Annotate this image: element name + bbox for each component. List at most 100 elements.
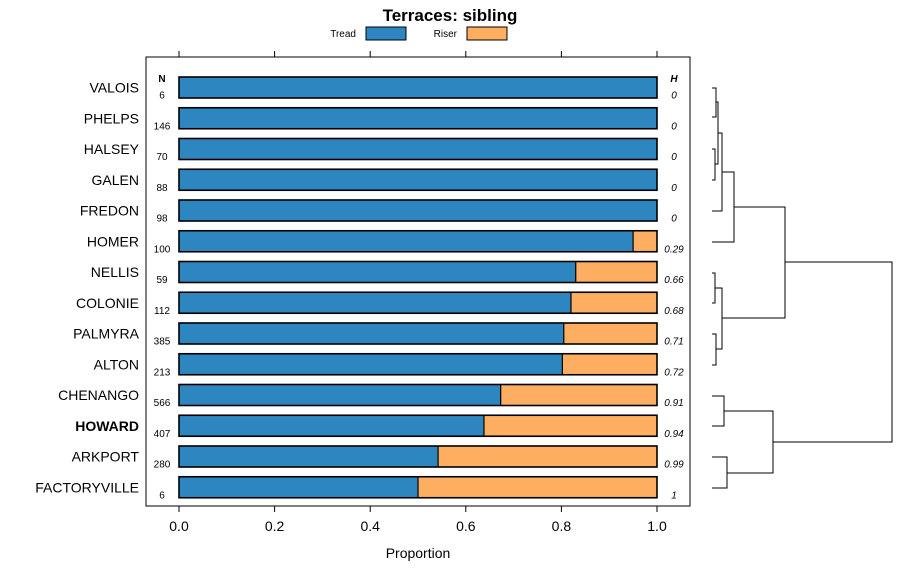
h-value: 0.94: [664, 429, 684, 440]
category-label: FACTORYVILLE: [35, 479, 139, 495]
bar-riser: [483, 415, 657, 437]
bar-riser: [575, 261, 657, 283]
bar-outline: [178, 199, 658, 222]
dendro-branch: [724, 410, 774, 474]
n-value: 70: [156, 152, 168, 163]
dendro-branch: [712, 171, 735, 243]
bar-riser: [570, 292, 657, 314]
category-label: COLONIE: [76, 295, 139, 311]
bar-outline: [178, 475, 658, 499]
bar-outline: [178, 352, 658, 376]
bar-tread: [179, 384, 501, 406]
dendro-branch: [712, 148, 716, 181]
category-label: HALSEY: [84, 141, 140, 157]
n-value: 566: [154, 398, 171, 409]
bar-tread: [179, 415, 484, 437]
n-value: 385: [154, 337, 171, 348]
category-label: HOWARD: [75, 418, 139, 434]
chart-title: Terraces: sibling: [383, 6, 518, 25]
bar-outline: [178, 76, 658, 99]
x-tick-label: 0.2: [265, 518, 285, 534]
n-value: 146: [154, 121, 171, 132]
bar-tread: [179, 169, 657, 191]
legend-label-tread: Tread: [330, 29, 356, 40]
n-value: 59: [156, 275, 168, 286]
n-value: 6: [159, 490, 165, 501]
bar-outline: [178, 229, 658, 253]
category-label: PALMYRA: [73, 326, 140, 342]
n-value: 112: [154, 306, 170, 317]
dendro-branch: [712, 272, 716, 304]
x-tick-label: 0.6: [456, 518, 476, 534]
bars: [178, 76, 658, 499]
category-label: PHELPS: [84, 110, 139, 126]
dendrogram: [712, 87, 893, 489]
category-label: ALTON: [94, 356, 139, 372]
x-tick-label: 1.0: [647, 518, 667, 534]
dendro-branch: [722, 206, 786, 319]
bar-riser: [563, 323, 657, 344]
bar-outline: [178, 291, 658, 315]
x-axis-label: Proportion: [386, 545, 451, 561]
category-label: FREDON: [80, 203, 139, 219]
n-value: 98: [156, 214, 168, 225]
n-values: 6 146 70 88 98 100 59 112 385 213 566 407 280 6: [154, 91, 171, 502]
h-value: 0: [671, 152, 677, 163]
bar-riser: [633, 230, 657, 252]
category-label: ARKPORT: [72, 449, 140, 465]
bar-outline: [178, 260, 658, 284]
category-label: GALEN: [92, 172, 139, 188]
category-label: CHENANGO: [58, 387, 139, 403]
h-value: 0: [671, 214, 677, 225]
h-value: 0.99: [664, 460, 684, 471]
h-value: 0.66: [664, 275, 684, 286]
n-value: 280: [154, 460, 171, 471]
h-column-header: H: [670, 74, 678, 85]
bar-outline: [178, 137, 658, 161]
bar-outline: [178, 383, 658, 407]
bar-tread: [179, 138, 657, 160]
category-label: NELLIS: [91, 264, 139, 280]
bar-tread: [179, 77, 657, 98]
dendro-branch: [712, 333, 717, 366]
h-value: 0: [671, 91, 677, 102]
x-tick-label: 0.4: [360, 518, 380, 534]
dendro-branch: [712, 87, 717, 118]
bar-tread: [179, 230, 634, 252]
bar-outline: [178, 414, 658, 438]
bar-outline: [178, 322, 658, 345]
x-axis: 0.0 0.2 0.4 0.6 0.8 1.0: [146, 505, 690, 534]
dendro-branch: [773, 261, 893, 443]
h-values: 0 0 0 0 0 0.29 0.66 0.68 0.71 0.72 0.91 0.94 0.99 1: [664, 91, 684, 502]
h-value: 1: [671, 490, 677, 501]
bar-outline: [178, 168, 658, 192]
bar-outline: [178, 106, 658, 130]
category-labels: VALOIS PHELPS HALSEY GALEN FREDON HOMER NELLIS…: [35, 80, 139, 496]
h-value: 0: [671, 121, 677, 132]
h-value: 0.68: [664, 306, 684, 317]
bar-tread: [179, 200, 657, 221]
bar-tread: [179, 261, 576, 283]
bar-outline: [178, 445, 658, 468]
bar-tread: [179, 353, 563, 375]
top-ticks: [178, 51, 658, 57]
dendro-branch: [712, 395, 725, 427]
n-value: 213: [154, 367, 171, 378]
dendro-branch: [712, 132, 723, 212]
h-value: 0: [671, 183, 677, 194]
x-tick-label: 0.0: [169, 518, 189, 534]
bar-riser: [562, 353, 657, 375]
h-value: 0.72: [664, 367, 684, 378]
n-value: 407: [154, 429, 171, 440]
h-value: 0.71: [664, 337, 683, 348]
bar-tread: [179, 323, 564, 344]
n-value: 100: [154, 244, 171, 255]
n-column-header: N: [158, 74, 165, 85]
bar-tread: [179, 476, 418, 498]
n-value: 6: [159, 91, 165, 102]
legend-swatch-riser: [466, 26, 508, 41]
n-value: 88: [156, 183, 168, 194]
bar-riser: [438, 446, 657, 467]
bar-riser: [500, 384, 657, 406]
